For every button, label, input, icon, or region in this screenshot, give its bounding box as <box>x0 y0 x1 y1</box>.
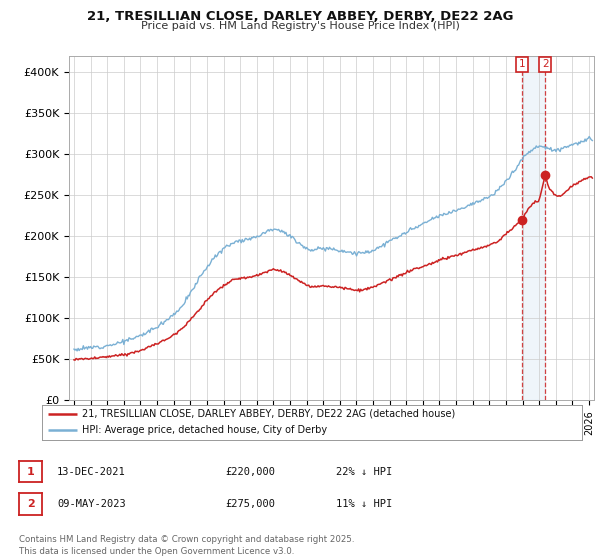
Text: 21, TRESILLIAN CLOSE, DARLEY ABBEY, DERBY, DE22 2AG: 21, TRESILLIAN CLOSE, DARLEY ABBEY, DERB… <box>87 10 513 23</box>
Text: £220,000: £220,000 <box>225 466 275 477</box>
Text: 13-DEC-2021: 13-DEC-2021 <box>57 466 126 477</box>
Text: 1: 1 <box>518 59 525 69</box>
Text: 1: 1 <box>27 466 34 477</box>
Text: Contains HM Land Registry data © Crown copyright and database right 2025.
This d: Contains HM Land Registry data © Crown c… <box>19 535 355 556</box>
Text: 22% ↓ HPI: 22% ↓ HPI <box>336 466 392 477</box>
Text: Price paid vs. HM Land Registry's House Price Index (HPI): Price paid vs. HM Land Registry's House … <box>140 21 460 31</box>
Text: 2: 2 <box>542 59 548 69</box>
Text: 21, TRESILLIAN CLOSE, DARLEY ABBEY, DERBY, DE22 2AG (detached house): 21, TRESILLIAN CLOSE, DARLEY ABBEY, DERB… <box>83 409 456 418</box>
Text: HPI: Average price, detached house, City of Derby: HPI: Average price, detached house, City… <box>83 425 328 435</box>
Text: 2: 2 <box>27 499 34 509</box>
Text: £275,000: £275,000 <box>225 499 275 509</box>
Text: 11% ↓ HPI: 11% ↓ HPI <box>336 499 392 509</box>
Text: 09-MAY-2023: 09-MAY-2023 <box>57 499 126 509</box>
Bar <box>522 56 545 400</box>
